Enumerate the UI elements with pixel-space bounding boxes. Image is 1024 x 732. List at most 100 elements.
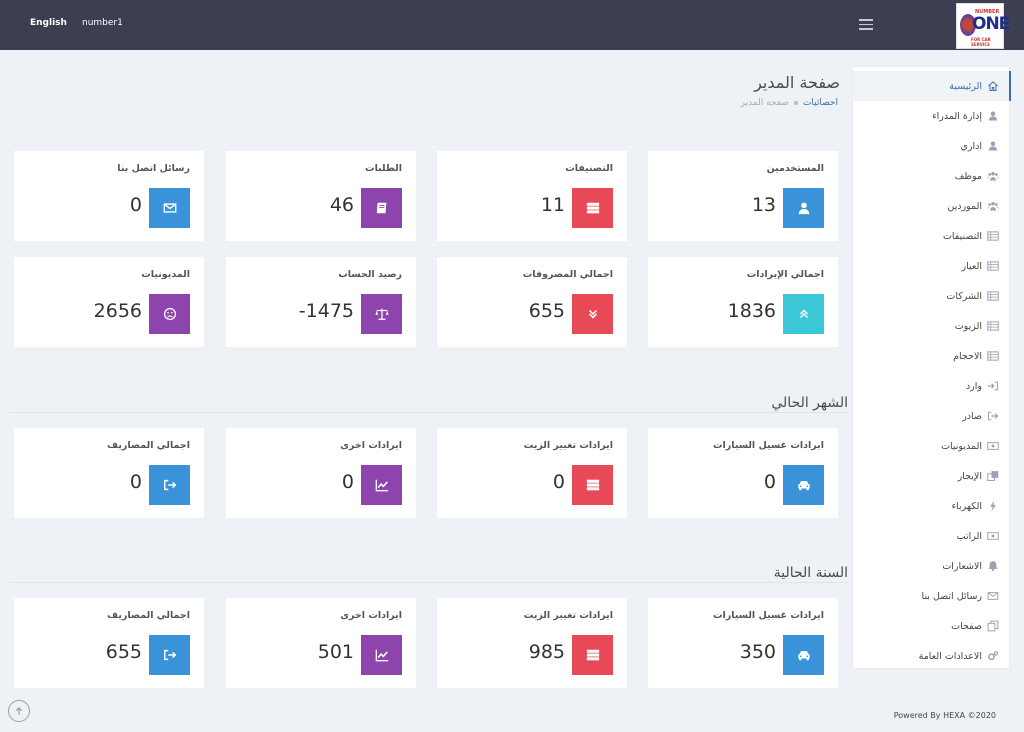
sidebar-item-label: الإيجار [957, 470, 982, 482]
sidebar-item-companies[interactable]: الشركات [946, 281, 999, 311]
stat-value: 2656 [93, 300, 142, 322]
sidebar-item-label: الزيوت [954, 320, 982, 332]
stat-card-debts: المديونيات 2656 [14, 257, 204, 347]
stat-value: 985 [528, 641, 565, 663]
table-icon [987, 321, 999, 331]
chart-line-icon [361, 465, 402, 505]
month-card-oil-change: ايرادات تغيير الزيت 0 [437, 428, 627, 518]
sidebar-item-caliber[interactable]: العيار [962, 251, 999, 281]
sidebar-item-label: وارد [965, 380, 982, 392]
stat-value: 501 [317, 641, 354, 663]
sidebar-item-label: الاشعارات [942, 560, 982, 572]
sidebar-item-label: موظف [954, 170, 982, 182]
stat-value: 655 [105, 641, 142, 663]
stat-label: التصنيفات [565, 163, 613, 174]
server-icon [572, 465, 613, 505]
book-icon [361, 188, 402, 228]
stat-label: ايرادات غسيل السيارات [712, 610, 824, 621]
table-icon [987, 231, 999, 241]
table-icon [987, 261, 999, 271]
stat-label: ايرادات تغيير الزيت [523, 440, 613, 451]
chart-line-icon [361, 635, 402, 675]
stat-value: 0 [129, 471, 142, 493]
envelope-icon [987, 592, 999, 600]
table-icon [987, 351, 999, 361]
month-card-other-revenue: ايرادات اخرى 0 [226, 428, 416, 518]
sign-out-icon [987, 411, 999, 421]
page-title: صفحة المدير [754, 73, 840, 92]
sign-out-icon [149, 635, 190, 675]
stat-label: ايرادات اخرى [340, 440, 402, 451]
user-icon [988, 111, 998, 121]
sidebar-item-general-settings[interactable]: الاعدادات العامة [919, 641, 999, 671]
sidebar-item-electricity[interactable]: الكهرباء [952, 491, 999, 521]
stat-label: رسائل اتصل بنا [117, 163, 190, 174]
stat-value: 13 [751, 194, 776, 216]
stat-card-total-expenses: اجمالي المصروفات 655 [437, 257, 627, 347]
breadcrumb-link[interactable]: احصائيات [802, 98, 838, 108]
stat-value: 0 [129, 194, 142, 216]
stat-value: 46 [329, 194, 354, 216]
logo-wreath-icon [960, 14, 976, 36]
sidebar: الرئيسية إدارة المدراء اداري موظف المورد… [852, 66, 1011, 671]
stat-label: ايرادات اخرى [340, 610, 402, 621]
sidebar-item-label: الموردين [947, 200, 982, 212]
sidebar-item-salary[interactable]: الراتب [957, 521, 999, 551]
server-icon [572, 188, 613, 228]
sidebar-item-debts[interactable]: المديونيات [941, 431, 999, 461]
sidebar-item-contact-messages[interactable]: رسائل اتصل بنا [922, 581, 999, 611]
sidebar-item-notifications[interactable]: الاشعارات [942, 551, 999, 581]
bolt-icon [990, 500, 996, 512]
sidebar-item-label: الشركات [946, 290, 982, 302]
car-icon [783, 465, 824, 505]
sidebar-item-pages[interactable]: صفحات [951, 611, 999, 641]
breadcrumb-current: صفحة المدير [740, 98, 789, 108]
sidebar-item-label: رسائل اتصل بنا [921, 590, 982, 602]
sidebar-item-rent[interactable]: الإيجار [958, 461, 999, 491]
language-switch-link[interactable]: English [30, 18, 67, 28]
year-card-total-expenses: اجمالي المصاريف 655 [14, 598, 204, 688]
sidebar-item-home[interactable]: الرئيسية [949, 71, 999, 101]
year-card-other-revenue: ايرادات اخرى 501 [226, 598, 416, 688]
sad-face-icon [149, 294, 190, 334]
sidebar-active-highlight [853, 71, 1011, 101]
sidebar-item-sizes[interactable]: الاحجام [953, 341, 999, 371]
year-card-oil-change: ايرادات تغيير الزيت 985 [437, 598, 627, 688]
sidebar-item-label: الرئيسية [949, 80, 982, 92]
sidebar-item-label: المديونيات [941, 440, 982, 452]
stat-card-total-revenue: اجمالي الإيرادات 1836 [648, 257, 838, 347]
chevrons-up-icon [783, 294, 824, 334]
sidebar-item-label: إدارة المدراء [932, 110, 982, 122]
users-icon [987, 201, 999, 211]
stat-label: الطلبات [365, 163, 402, 174]
scroll-to-top-button[interactable] [8, 700, 30, 722]
user-icon [783, 188, 824, 228]
stat-label: ايرادات غسيل السيارات [712, 440, 824, 451]
stat-label: المستخدمين [766, 163, 824, 174]
stat-label: اجمالي الإيرادات [746, 269, 824, 280]
user-menu[interactable]: number1 [82, 18, 123, 28]
top-navbar: English number1 NUMBER ONE FOR CAR SERVI… [0, 0, 1024, 50]
arrow-up-icon [15, 706, 23, 715]
sidebar-item-oils[interactable]: الزيوت [955, 311, 999, 341]
sidebar-item-admins[interactable]: إدارة المدراء [932, 101, 999, 131]
stat-card-account-balance: رصيد الحساب -1475 [226, 257, 416, 347]
stat-card-users: المستخدمين 13 [648, 151, 838, 241]
menu-toggle-icon[interactable] [859, 19, 873, 30]
bell-icon [988, 561, 998, 572]
stat-label: المديونيات [141, 269, 190, 280]
sidebar-item-label: الاعدادات العامة [918, 650, 982, 662]
stat-value: 0 [552, 471, 565, 493]
server-icon [572, 635, 613, 675]
brand-logo[interactable]: NUMBER ONE FOR CAR SERVICE [956, 3, 1010, 49]
sidebar-item-employee[interactable]: موظف [955, 161, 999, 191]
stat-label: ايرادات تغيير الزيت [523, 610, 613, 621]
clone-icon [987, 471, 999, 481]
sidebar-item-incoming[interactable]: وارد [966, 371, 999, 401]
sidebar-item-suppliers[interactable]: الموردين [947, 191, 999, 221]
sidebar-item-outgoing[interactable]: صادر [962, 401, 999, 431]
sidebar-item-label: صادر [962, 410, 982, 422]
sidebar-item-administrative[interactable]: اداري [960, 131, 999, 161]
users-icon [987, 171, 999, 181]
sidebar-item-categories[interactable]: التصنيفات [943, 221, 999, 251]
